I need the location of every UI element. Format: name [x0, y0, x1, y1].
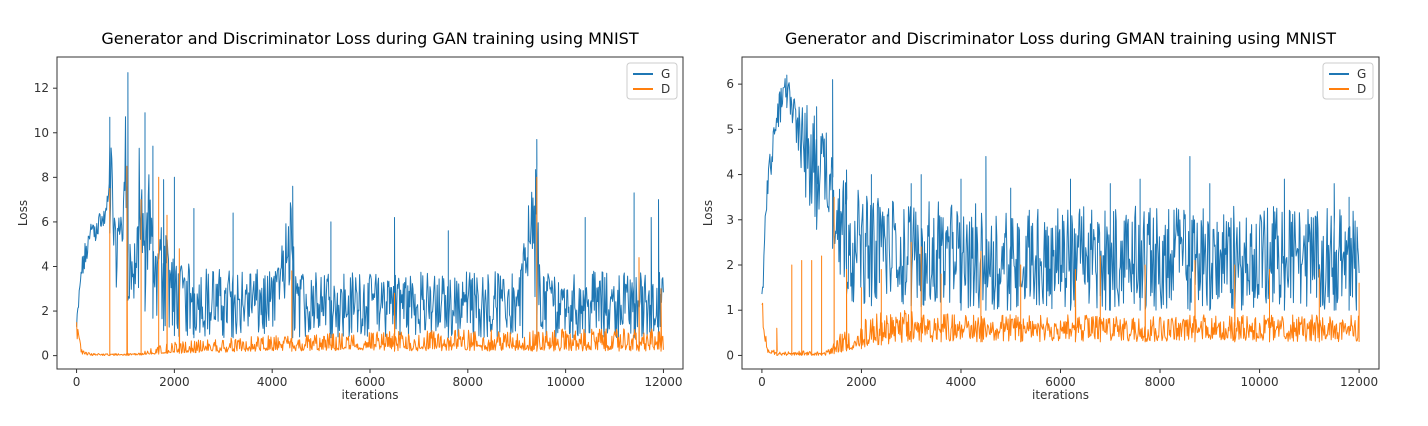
x-tick-label: 2000 [846, 375, 877, 389]
y-tick-label: 1 [726, 303, 734, 317]
chart-gan: Generator and Discriminator Loss during … [16, 29, 684, 402]
x-tick-label: 2000 [159, 375, 190, 389]
x-tick-label: 10000 [1240, 375, 1278, 389]
y-tick-label: 3 [726, 213, 734, 227]
y-tick-label: 0 [41, 349, 49, 363]
y-tick-label: 6 [41, 215, 49, 229]
x-tick-label: 0 [758, 375, 766, 389]
y-tick-label: 8 [41, 170, 49, 184]
x-tick-label: 0 [73, 375, 81, 389]
x-tick-label: 8000 [1145, 375, 1176, 389]
series-lines [761, 74, 1360, 356]
y-axis-ticks: 0 1 2 3 4 5 6 [726, 77, 742, 362]
chart-title: Generator and Discriminator Loss during … [101, 29, 638, 48]
y-tick-label: 4 [726, 168, 734, 182]
x-tick-label: 6000 [1045, 375, 1076, 389]
series-line-D [76, 165, 664, 357]
x-tick-label: 4000 [257, 375, 288, 389]
legend: GD [626, 62, 678, 100]
x-axis-ticks: 0 2000 4000 6000 8000 10000 12000 [73, 369, 683, 389]
legend-label-G: G [661, 67, 670, 81]
legend-label-G: G [1357, 67, 1366, 81]
y-tick-label: 6 [726, 77, 734, 91]
x-tick-label: 12000 [1340, 375, 1378, 389]
x-tick-label: 10000 [547, 375, 585, 389]
y-axis-label: Loss [701, 200, 715, 226]
x-tick-label: 12000 [644, 375, 682, 389]
y-tick-label: 10 [34, 126, 49, 140]
chart-title: Generator and Discriminator Loss during … [785, 29, 1336, 48]
legend-label-D: D [661, 82, 670, 96]
x-axis-label: iterations [1032, 388, 1089, 402]
y-tick-label: 5 [726, 122, 734, 136]
y-axis-ticks: 0 2 4 6 8 10 12 [34, 81, 57, 363]
series-line-G [76, 72, 664, 339]
y-tick-label: 12 [34, 81, 49, 95]
series-line-D [761, 196, 1360, 356]
x-axis-label: iterations [342, 388, 399, 402]
series-lines [76, 72, 664, 357]
y-tick-label: 2 [41, 304, 49, 318]
series-line-G [761, 74, 1360, 311]
y-axis-label: Loss [16, 200, 30, 226]
y-tick-label: 2 [726, 258, 734, 272]
legend-label-D: D [1357, 82, 1366, 96]
x-tick-label: 6000 [355, 375, 386, 389]
chart-gman: Generator and Discriminator Loss during … [701, 29, 1380, 402]
legend: GD [1322, 62, 1374, 100]
y-tick-label: 4 [41, 259, 49, 273]
y-tick-label: 0 [726, 348, 734, 362]
x-axis-ticks: 0 2000 4000 6000 8000 10000 12000 [758, 369, 1378, 389]
x-tick-label: 4000 [946, 375, 977, 389]
x-tick-label: 8000 [453, 375, 484, 389]
